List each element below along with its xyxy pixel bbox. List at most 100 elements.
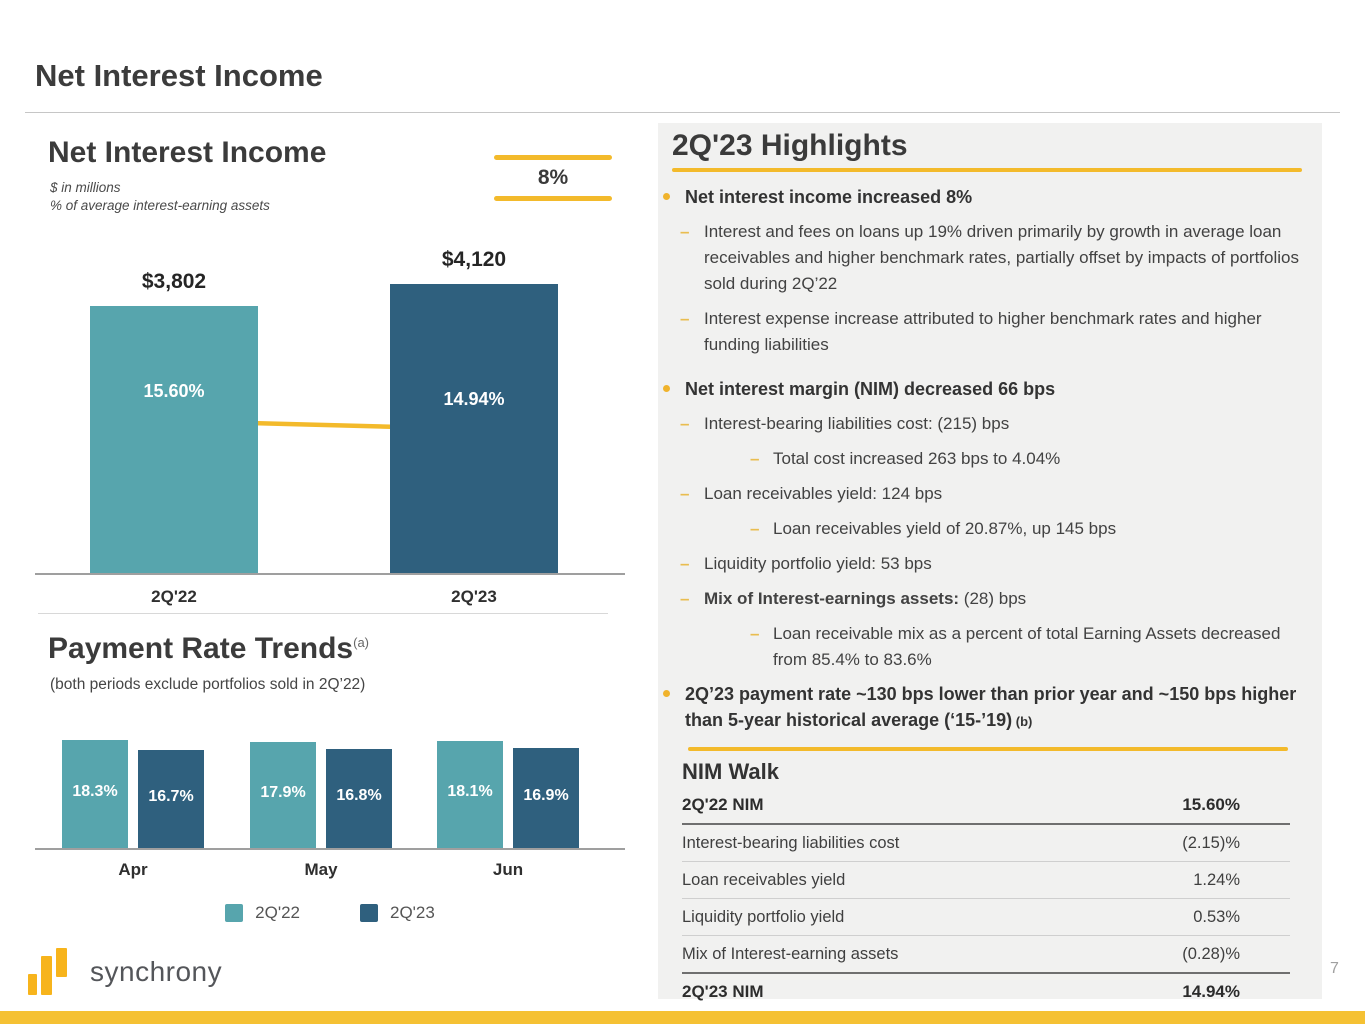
pr-bar-may-2q23 — [326, 748, 392, 848]
bottom-accent-bar — [0, 1011, 1365, 1024]
pr-cats: Apr May Jun — [35, 850, 625, 890]
pr-plot: 18.3% 16.7% 17.9% 16.8% 18.1% 16.9% — [35, 720, 625, 850]
highlight-text-segment: Net interest margin (NIM) decreased 66 b… — [685, 379, 1056, 399]
nim-row-label: 2Q'23 NIM — [682, 982, 764, 1001]
pr-bar-label: 16.9% — [523, 787, 569, 804]
highlight-item: Mix of Interest-earnings assets: (28) bp… — [672, 586, 1306, 612]
x-axis-label: 2Q'22 — [151, 587, 197, 606]
nim-row-value: (0.28)% — [1182, 944, 1240, 963]
pr-bar-jun-2q22 — [437, 741, 503, 848]
legend-swatch-darkblue — [360, 904, 378, 922]
page-number: 7 — [1330, 960, 1339, 977]
bar-pct-label: 15.60% — [143, 381, 205, 401]
month-label: May — [304, 860, 338, 879]
highlight-text-segment: Loan receivables yield: 124 bps — [704, 484, 943, 503]
highlight-text-segment: (b) — [1012, 714, 1033, 729]
pr-bar-may-2q22 — [250, 742, 316, 848]
nii-chart-underline — [38, 613, 608, 614]
synchrony-logo: synchrony — [28, 947, 222, 997]
highlight-item: Interest expense increase attributed to … — [672, 306, 1306, 358]
bar-value-label: $3,802 — [141, 270, 207, 293]
payment-chart-legend: 2Q'22 2Q'23 — [35, 903, 625, 923]
highlight-text-segment: Interest expense increase attributed to … — [704, 309, 1262, 354]
payment-bar-chart: 18.3% 16.7% 17.9% 16.8% 18.1% 16.9% Apr May Jun — [35, 720, 625, 890]
pr-bar-jun-2q23 — [513, 748, 579, 848]
nii-chart-subtitle-pct: % of average interest-earning assets — [50, 198, 270, 213]
change-badge: 8% — [494, 155, 612, 201]
x-axis-label: 2Q'23 — [451, 587, 497, 606]
badge-bottom-line — [494, 196, 612, 201]
highlight-text-segment: Interest-bearing liabilities cost: (215)… — [704, 414, 1010, 433]
highlights-list: Net interest income increased 8% Interest… — [663, 184, 1306, 735]
highlight-item: Loan receivables yield of 20.87%, up 145… — [672, 516, 1306, 542]
month-label: Apr — [118, 860, 148, 879]
nii-cats: 2Q'22 2Q'23 — [35, 575, 625, 615]
highlight-item: Net interest income increased 8% — [663, 184, 1305, 210]
nim-row-value: 1.24% — [1193, 870, 1240, 889]
legend-swatch-teal — [225, 904, 244, 922]
pr-bar-label: 18.1% — [447, 783, 493, 800]
nim-row-label: Interest-bearing liabilities cost — [682, 833, 900, 852]
pr-bar-apr-2q23 — [138, 749, 204, 848]
highlight-text-segment: (28) bps — [959, 589, 1027, 608]
nim-row-value: 0.53% — [1193, 907, 1240, 926]
nim-walk-row: 2Q'23 NIM 14.94% — [682, 974, 1290, 1010]
nim-row-value: 15.60% — [1182, 795, 1240, 814]
nii-chart-subtitle-units: $ in millions — [50, 180, 121, 195]
highlight-item: Interest-bearing liabilities cost: (215)… — [672, 411, 1306, 437]
nii-chart-heading: Net Interest Income — [48, 136, 327, 169]
highlight-text-segment: Loan receivables yield of 20.87%, up 145… — [773, 519, 1117, 538]
nim-row-label: 2Q'22 NIM — [682, 795, 764, 814]
nim-walk-row: Mix of Interest-earning assets (0.28)% — [682, 936, 1290, 974]
synchrony-logo-icon — [28, 948, 67, 995]
nim-walk-row: Interest-bearing liabilities cost (2.15)% — [682, 825, 1290, 862]
nim-row-label: Liquidity portfolio yield — [682, 907, 845, 926]
highlight-item: Total cost increased 263 bps to 4.04% — [672, 446, 1306, 472]
legend-label-2q23: 2Q'23 — [390, 903, 435, 922]
highlight-text-segment: Net interest income increased 8% — [685, 187, 973, 207]
highlight-text-segment: 2Q’23 payment rate ~130 bps lower than p… — [685, 684, 1297, 730]
pr-bar-label: 18.3% — [72, 783, 118, 800]
legend-label-2q22: 2Q'22 — [255, 903, 300, 922]
footnote-superscript-a: (a) — [353, 635, 370, 650]
pr-bar-label: 16.8% — [336, 787, 382, 804]
highlights-title-underline — [672, 168, 1302, 172]
payment-chart-heading: Payment Rate Trends(a) — [48, 632, 369, 666]
highlight-item: 2Q’23 payment rate ~130 bps lower than p… — [663, 681, 1305, 735]
badge-top-line — [494, 155, 612, 160]
top-divider — [25, 112, 1340, 113]
highlight-item: Loan receivable mix as a percent of tota… — [672, 621, 1306, 673]
highlight-item: Net interest margin (NIM) decreased 66 b… — [663, 376, 1305, 402]
pr-bar-label: 16.7% — [148, 788, 194, 805]
nim-walk-table: 2Q'22 NIM 15.60% Interest-bearing liabilit… — [682, 787, 1290, 1010]
nim-walk-title: NIM Walk — [682, 759, 779, 784]
nim-row-label: Loan receivables yield — [682, 870, 846, 889]
nii-bar-2q22 — [90, 306, 258, 573]
badge-value: 8% — [537, 166, 569, 189]
payment-heading-text: Payment Rate Trends — [48, 632, 354, 665]
nii-plot: $3,802 15.60% $4,120 14.94% — [35, 240, 625, 575]
bar-value-label: $4,120 — [441, 248, 507, 271]
highlight-item: Liquidity portfolio yield: 53 bps — [672, 551, 1306, 577]
nim-row-value: 14.94% — [1182, 982, 1240, 1001]
nii-bar-chart: $3,802 15.60% $4,120 14.94% 2Q'22 2Q'23 — [35, 240, 625, 615]
nim-walk-underline — [688, 747, 1288, 751]
synchrony-logo-text: synchrony — [90, 956, 223, 987]
nii-bar-2q23 — [390, 284, 558, 573]
bar-pct-label: 14.94% — [443, 389, 505, 409]
legend-item-2q23: 2Q'23 — [360, 903, 435, 923]
pr-bar-label: 17.9% — [260, 784, 306, 801]
highlights-title: 2Q'23 Highlights — [672, 129, 908, 162]
highlight-text-segment: Liquidity portfolio yield: 53 bps — [704, 554, 932, 573]
nim-walk-row: Liquidity portfolio yield 0.53% — [682, 899, 1290, 936]
highlight-text-segment: Mix of Interest-earnings assets: — [704, 589, 960, 608]
highlights-panel: 2Q'23 Highlights Net interest income inc… — [658, 123, 1322, 1001]
payment-chart-subtitle: (both periods exclude portfolios sold in… — [50, 676, 366, 693]
highlight-text-segment: Interest and fees on loans up 19% driven… — [704, 222, 1299, 293]
highlight-text-segment: Loan receivable mix as a percent of tota… — [773, 624, 1281, 669]
nim-row-label: Mix of Interest-earning assets — [682, 944, 899, 963]
highlight-text-segment: Total cost increased 263 bps to 4.04% — [773, 449, 1061, 468]
nim-walk-row: 2Q'22 NIM 15.60% — [682, 787, 1290, 825]
legend-item-2q22: 2Q'22 — [225, 903, 300, 923]
